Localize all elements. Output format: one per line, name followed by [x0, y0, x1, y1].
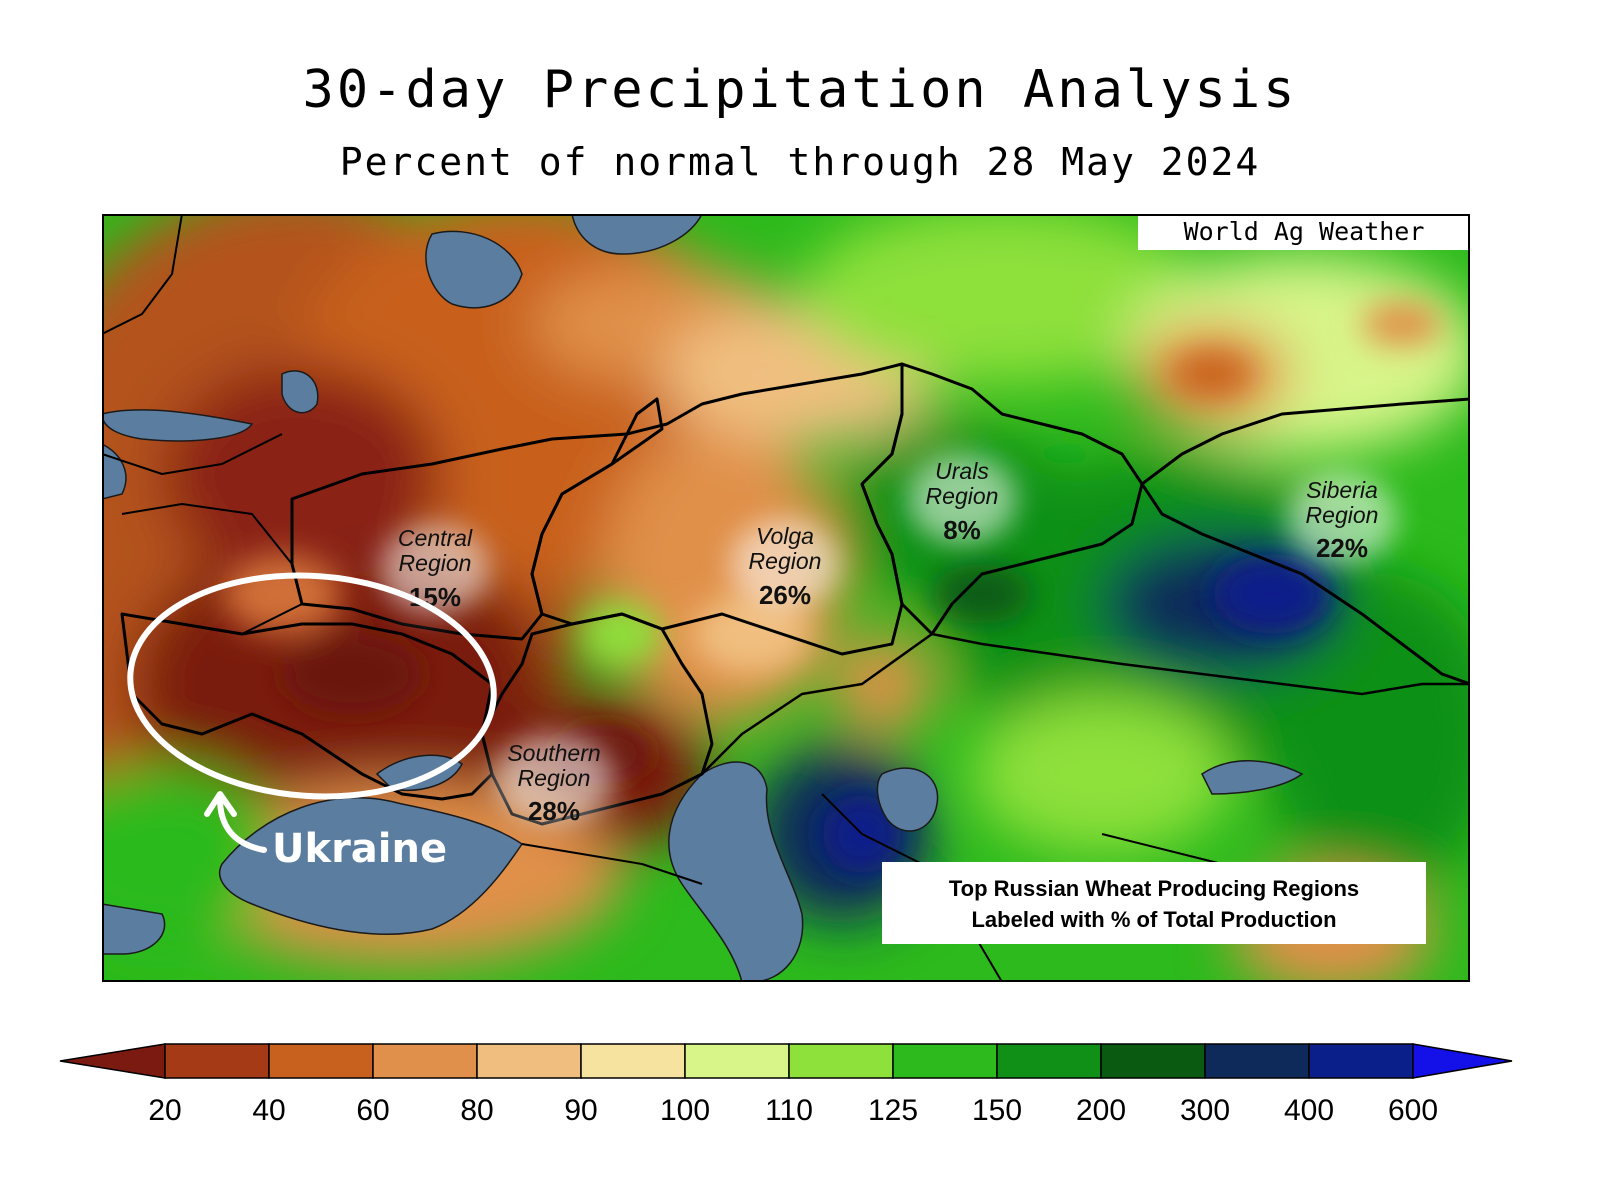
- note-line-1: Top Russian Wheat Producing Regions: [949, 876, 1359, 901]
- belarus-border: [121, 503, 303, 635]
- legend-swatch: [580, 1043, 686, 1079]
- legend-swatch: [59, 1043, 166, 1079]
- legend-tick-label: 125: [868, 1094, 918, 1127]
- region-name: Volga: [756, 523, 814, 549]
- ukraine-arrowhead-icon: [204, 791, 237, 817]
- legend-tick-label: 400: [1284, 1094, 1334, 1127]
- legend-tick-label: 300: [1180, 1094, 1230, 1127]
- region-urals: Urals Region 8%: [926, 458, 999, 545]
- note-line-2: Labeled with % of Total Production: [971, 907, 1336, 932]
- sea-of-azov: [375, 754, 463, 791]
- legend-swatch: [996, 1043, 1102, 1079]
- credit-box: World Ag Weather: [1138, 214, 1470, 250]
- legend-swatch: [268, 1043, 374, 1079]
- white-sea: [571, 214, 703, 255]
- region-name: Siberia: [1306, 477, 1378, 503]
- legend-bar: [59, 1043, 1513, 1079]
- region-siberia: Siberia Region 22%: [1306, 477, 1379, 563]
- ukraine-annotation: Ukraine: [127, 572, 497, 872]
- black-sea-south: [102, 903, 166, 955]
- credit-text: World Ag Weather: [1184, 217, 1425, 246]
- ukraine-label: Ukraine: [272, 826, 447, 872]
- aral-sea: [876, 767, 939, 832]
- legend-swatch: [164, 1043, 270, 1079]
- region-name: Central: [398, 525, 473, 551]
- map-subtitle: Percent of normal through 28 May 2024: [339, 140, 1261, 184]
- baltic-sea: [102, 443, 127, 500]
- baltic-borders: [102, 214, 283, 475]
- region-southern: Southern Region 28%: [507, 740, 600, 826]
- region-name: Southern: [507, 740, 600, 766]
- legend-tick-label: 80: [460, 1094, 493, 1127]
- region-volga: Volga Region 26%: [749, 523, 822, 610]
- legend-tick-label: 110: [765, 1094, 813, 1127]
- ukraine-arrow-icon: [217, 796, 267, 853]
- note-box: Top Russian Wheat Producing Regions Labe…: [882, 862, 1426, 944]
- region-name: Region: [1306, 502, 1379, 528]
- legend-swatch: [684, 1043, 790, 1079]
- legend-swatch: [1100, 1043, 1206, 1079]
- precipitation-map: Central Region 15% Volga Region 26% Ural…: [102, 214, 1470, 982]
- legend-tick-label: 20: [148, 1094, 181, 1127]
- caucasus-border: [521, 843, 703, 885]
- legend-tick-label: 150: [972, 1094, 1022, 1127]
- legend-swatch: [1308, 1043, 1414, 1079]
- kazakhstan-border: [701, 632, 1470, 775]
- lake-ladoga: [425, 230, 523, 309]
- volga-region-border: [530, 362, 904, 656]
- legend-tick-label: 200: [1076, 1094, 1126, 1127]
- lake-onega: [281, 370, 319, 414]
- region-label-glows: [380, 454, 1397, 824]
- legend-tick-label: 60: [356, 1094, 389, 1127]
- region-percent: 22%: [1316, 533, 1368, 563]
- map-frame: [102, 214, 1470, 982]
- legend-swatch: [476, 1043, 582, 1079]
- ukraine-highlight-ellipse: [127, 572, 497, 800]
- region-percent: 8%: [943, 515, 981, 545]
- map-title: 30-day Precipitation Analysis: [302, 60, 1298, 120]
- caspian-sea: [668, 761, 804, 982]
- water-bodies: [102, 214, 1304, 982]
- region-percent: 28%: [528, 796, 580, 826]
- siberia-region-border: [1140, 397, 1470, 686]
- legend-ticks: 20 40 60 80 90 100 110 125 150 200 300 400 600: [148, 1094, 1438, 1127]
- legend-tick-label: 40: [252, 1094, 285, 1127]
- legend-swatch: [1412, 1043, 1513, 1079]
- region-name: Region: [926, 483, 999, 509]
- urals-region-border: [860, 362, 1144, 636]
- region-name: Region: [399, 550, 472, 576]
- legend-swatch: [892, 1043, 998, 1079]
- gulf-of-finland: [102, 409, 254, 442]
- legend-tick-label: 100: [660, 1094, 710, 1127]
- legend-swatch: [1204, 1043, 1310, 1079]
- legend-swatch: [372, 1043, 478, 1079]
- legend-tick-label: 90: [564, 1094, 597, 1127]
- region-name: Urals: [935, 458, 989, 484]
- legend-tick-label: 600: [1388, 1094, 1438, 1127]
- legend-swatch: [788, 1043, 894, 1079]
- region-name: Region: [749, 548, 822, 574]
- region-name: Region: [518, 765, 591, 791]
- lake-balkhash: [1201, 760, 1304, 795]
- region-percent: 26%: [759, 580, 811, 610]
- color-legend: 20 40 60 80 90 100 110 125 150 200 300 400 600: [59, 1043, 1513, 1127]
- ukraine-border: [120, 612, 494, 801]
